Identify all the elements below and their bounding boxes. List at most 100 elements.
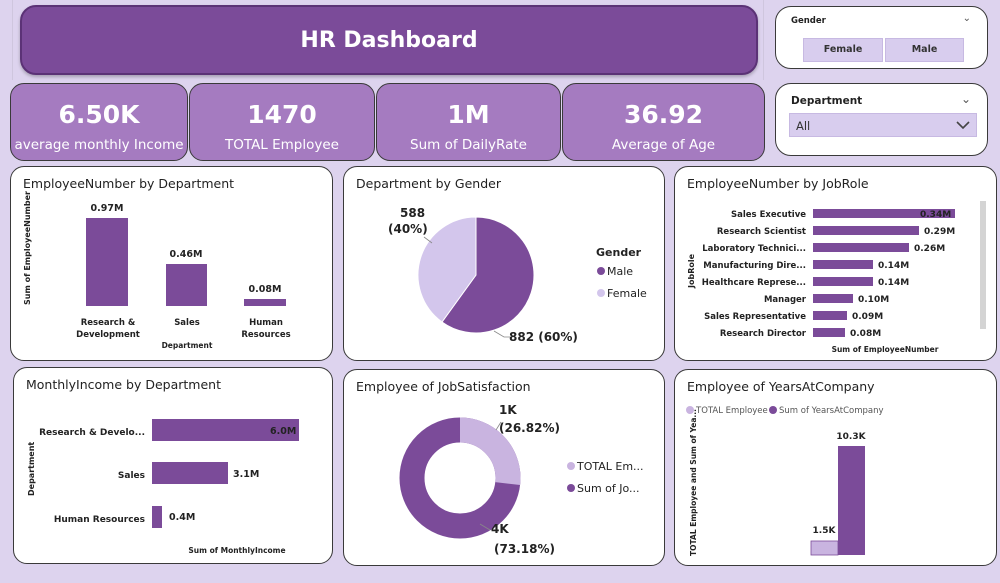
data-label: 0.09M xyxy=(852,312,883,322)
bar-human-resources[interactable] xyxy=(152,506,162,528)
pie-slice-female[interactable] xyxy=(417,216,477,323)
legend-item-female[interactable]: Female xyxy=(607,287,647,300)
x-axis-title: Sum of EmployeeNumber xyxy=(832,345,939,354)
page-title: HR Dashboard xyxy=(300,27,478,53)
chevron-down-icon[interactable]: ⌄ xyxy=(960,92,971,106)
data-label: 3.1M xyxy=(233,469,259,480)
bar-sales[interactable] xyxy=(152,462,228,484)
x-axis-title: Sum of MonthlyIncome xyxy=(188,546,285,555)
kpi-sum-daily-rate: 1M Sum of DailyRate xyxy=(376,83,561,161)
legend-marker-male xyxy=(597,267,605,275)
category-label: Resources xyxy=(241,330,290,340)
data-label: 0.08M xyxy=(850,329,881,339)
chart-years-at-company: Employee of YearsAtCompany TOTAL Employe… xyxy=(674,369,997,566)
dashboard-title-bar: HR Dashboard xyxy=(20,5,758,75)
bar-research-scientist[interactable] xyxy=(813,226,919,235)
chart-title: MonthlyIncome by Department xyxy=(26,377,221,392)
data-label: 0.34M xyxy=(920,210,951,220)
data-label: 1.5K xyxy=(813,526,837,536)
data-label: 0.14M xyxy=(878,261,909,271)
bar-sales-executive[interactable] xyxy=(813,209,955,218)
chart-employee-by-department: EmployeeNumber by Department Sum of Empl… xyxy=(10,166,333,361)
bar-research-director[interactable] xyxy=(813,328,845,337)
gender-option-male[interactable]: Male xyxy=(885,38,964,62)
category-label: Healthcare Represe... xyxy=(702,278,806,288)
data-label: 0.08M xyxy=(249,284,282,295)
donut-segment-small[interactable] xyxy=(399,417,521,539)
kpi-average-monthly-income: 6.50K average monthly Income xyxy=(10,83,188,161)
data-label: 0.46M xyxy=(170,249,203,260)
data-label: 0.26M xyxy=(914,244,945,254)
data-label-small: 1K xyxy=(499,403,517,417)
chart-title: Employee of YearsAtCompany xyxy=(687,379,875,394)
bar-manufacturing-director[interactable] xyxy=(813,260,873,269)
kpi-label: TOTAL Employee xyxy=(225,137,339,153)
chart-monthly-income-by-department: MonthlyIncome by Department Department R… xyxy=(13,367,333,564)
bar-sales-representative[interactable] xyxy=(813,311,847,320)
legend-item-total-employee[interactable]: TOTAL Employee xyxy=(695,406,768,416)
scrollbar[interactable] xyxy=(980,201,986,329)
chart-employee-by-jobrole: EmployeeNumber by JobRole JobRole Sales … xyxy=(674,166,997,361)
data-label-small: (26.82%) xyxy=(499,421,560,435)
category-label: Sales Executive xyxy=(731,210,806,220)
data-label-male: 882 (60%) xyxy=(509,330,578,344)
chart-title: Employee of JobSatisfaction xyxy=(356,379,531,394)
legend-marker xyxy=(686,406,694,414)
legend-marker xyxy=(567,484,575,492)
kpi-label: Average of Age xyxy=(611,137,716,153)
gender-slicer: Gender ⌄ Female Male xyxy=(775,6,988,69)
bar-research-development[interactable] xyxy=(86,218,128,306)
gender-slicer-label: Gender xyxy=(791,16,826,26)
data-label-large: 4K xyxy=(491,522,509,536)
category-label: Research Scientist xyxy=(717,227,806,237)
category-label: Research Director xyxy=(720,329,807,339)
data-label: 6.0M xyxy=(270,426,296,437)
category-label: Manufacturing Dire... xyxy=(703,261,806,271)
data-label: 0.4M xyxy=(169,512,195,523)
bar-total-employee[interactable] xyxy=(810,540,839,556)
data-label: 0.29M xyxy=(924,227,955,237)
category-label: Research & Develo... xyxy=(39,428,145,438)
category-label: Research & xyxy=(81,318,136,328)
category-label: Manager xyxy=(764,295,807,305)
bar-laboratory-technician[interactable] xyxy=(813,243,909,252)
bar-sum-years-at-company[interactable] xyxy=(838,446,865,555)
data-label-female: (40%) xyxy=(388,222,428,236)
department-slicer: Department ⌄ All xyxy=(775,83,988,156)
kpi-label: average monthly Income xyxy=(14,137,184,153)
x-axis-title: Department xyxy=(162,341,213,350)
legend-title: Gender xyxy=(596,246,642,259)
legend-item-total[interactable]: TOTAL Em... xyxy=(576,460,644,473)
department-selected-value: All xyxy=(796,119,811,133)
data-label: 0.14M xyxy=(878,278,909,288)
bar-healthcare-representative[interactable] xyxy=(813,277,873,286)
pie-slice-male[interactable] xyxy=(441,216,535,334)
bar-sales[interactable] xyxy=(166,264,207,306)
legend-item-sum[interactable]: Sum of Jo... xyxy=(577,482,640,495)
chart-title: EmployeeNumber by JobRole xyxy=(687,176,869,191)
legend-item-sum-years[interactable]: Sum of YearsAtCompany xyxy=(779,406,884,416)
chart-job-satisfaction: Employee of JobSatisfaction 1K (26.82%) … xyxy=(343,369,665,566)
data-label: 0.10M xyxy=(858,295,889,305)
kpi-value: 1470 xyxy=(247,100,317,129)
bar-manager[interactable] xyxy=(813,294,853,303)
category-label: Sales xyxy=(118,471,145,481)
chevron-down-icon[interactable]: ⌄ xyxy=(962,13,971,24)
chart-department-by-gender: Department by Gender 588 (40%) 882 (60%)… xyxy=(343,166,665,361)
legend-item-male[interactable]: Male xyxy=(607,265,633,278)
legend-marker-female xyxy=(597,289,605,297)
category-label: Human Resources xyxy=(54,515,145,525)
data-label: 10.3K xyxy=(836,432,866,442)
chart-title: EmployeeNumber by Department xyxy=(23,176,235,191)
gender-option-female[interactable]: Female xyxy=(803,38,883,62)
kpi-value: 36.92 xyxy=(623,100,704,129)
kpi-average-age: 36.92 Average of Age xyxy=(562,83,765,161)
data-label-large: (73.18%) xyxy=(494,542,555,556)
data-label: 0.97M xyxy=(91,203,124,214)
department-dropdown[interactable]: All xyxy=(789,113,977,137)
kpi-value: 6.50K xyxy=(58,100,140,129)
chart-title: Department by Gender xyxy=(356,176,501,191)
bar-human-resources[interactable] xyxy=(244,299,286,306)
bar-research-development[interactable] xyxy=(152,419,299,441)
kpi-value: 1M xyxy=(447,100,490,129)
